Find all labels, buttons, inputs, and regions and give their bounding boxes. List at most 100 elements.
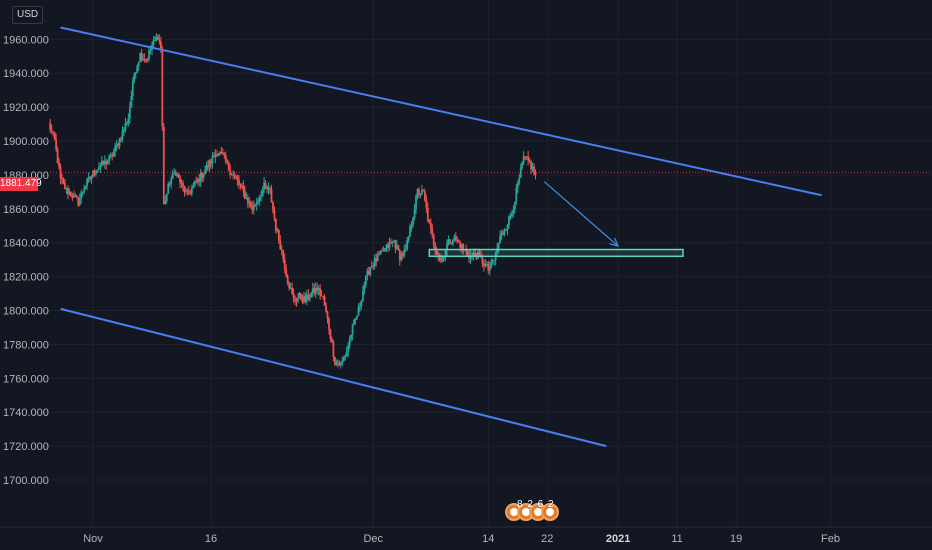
price-tick-label: 1920.000 xyxy=(3,102,49,114)
candle-body xyxy=(398,250,401,261)
candle-body xyxy=(482,263,485,267)
price-tick-label: 1700.000 xyxy=(3,475,49,487)
candle-body xyxy=(140,53,143,61)
price-tick-label: 1820.000 xyxy=(3,272,49,284)
currency-badge[interactable]: USD xyxy=(12,6,44,24)
calendar-event-icon[interactable] xyxy=(541,503,559,521)
candle-body xyxy=(167,183,170,194)
candle-body xyxy=(434,244,437,251)
candle-body xyxy=(130,95,133,108)
candle-body xyxy=(289,287,292,289)
candle-body xyxy=(207,165,209,168)
candle-body xyxy=(133,73,136,81)
candle-body xyxy=(362,291,364,301)
candle-body xyxy=(263,182,265,190)
candle-body xyxy=(465,250,468,252)
candle-body xyxy=(453,236,456,240)
candle-body xyxy=(513,202,516,210)
candle-body xyxy=(87,177,90,180)
event-counts: 8 2 6 2 xyxy=(517,499,555,510)
candle-body xyxy=(397,245,400,251)
candle-body xyxy=(280,249,283,251)
candle-body xyxy=(373,258,376,266)
candle-body xyxy=(481,257,484,264)
candle-body xyxy=(149,49,152,51)
time-axis[interactable]: Nov 16 Dec 14 22 2021 11 19 Feb xyxy=(0,526,932,545)
price-tick-label: 1780.000 xyxy=(3,339,49,351)
candle-body xyxy=(143,58,146,61)
candle-body xyxy=(174,173,177,176)
candle-body xyxy=(335,362,338,365)
candle-body xyxy=(394,240,397,249)
candle-body xyxy=(61,178,63,180)
candle-body xyxy=(93,170,96,175)
candle-body xyxy=(89,177,91,180)
candle-body xyxy=(531,166,534,170)
candle-body xyxy=(226,161,229,163)
candle-body xyxy=(336,362,339,364)
candle-body xyxy=(205,165,208,171)
candle-body xyxy=(272,202,274,210)
candle-body xyxy=(218,151,221,154)
candle-body xyxy=(180,182,183,184)
candle-body xyxy=(170,179,173,185)
candle-body xyxy=(459,242,462,249)
lower-trendline xyxy=(60,307,607,448)
drawing-layer[interactable] xyxy=(44,26,932,448)
candle-body xyxy=(148,50,150,59)
candle-body xyxy=(295,300,298,302)
time-tick-label: 2021 xyxy=(606,533,630,545)
candle-body xyxy=(509,215,512,217)
candle-body xyxy=(499,235,501,244)
candle-body xyxy=(92,170,94,177)
candle-body xyxy=(246,198,249,204)
candle-body xyxy=(298,293,301,299)
candle-body xyxy=(490,260,493,268)
price-tick-label: 1740.000 xyxy=(3,407,49,419)
candle-body xyxy=(485,264,488,266)
candle-body xyxy=(294,298,296,301)
candle-body xyxy=(238,180,240,185)
candle-body xyxy=(155,36,158,41)
candle-body xyxy=(450,243,453,245)
candle-body xyxy=(322,295,324,297)
time-tick-label: 14 xyxy=(482,533,494,545)
candle-body xyxy=(117,144,119,147)
candle-body xyxy=(173,173,176,175)
candle-body xyxy=(59,167,62,179)
candle-body xyxy=(286,275,289,284)
candle-body xyxy=(323,296,326,306)
candle-body xyxy=(58,163,60,168)
candle-body xyxy=(217,153,220,156)
candle-body xyxy=(338,363,341,366)
time-tick-label: 11 xyxy=(671,533,682,545)
candle-body xyxy=(415,196,417,210)
candle-body xyxy=(105,160,108,165)
candle-body xyxy=(198,178,201,182)
candle-body xyxy=(387,244,389,248)
candle-body xyxy=(96,169,99,173)
candle-body xyxy=(55,139,58,150)
candle-body xyxy=(379,250,382,255)
candle-body xyxy=(385,244,388,249)
candle-body xyxy=(146,58,149,61)
candle-body xyxy=(384,248,386,252)
last-price-label: 1881.479 xyxy=(0,177,42,191)
candle-body xyxy=(360,300,363,306)
candle-body xyxy=(292,293,295,299)
candle-body xyxy=(275,218,277,231)
candle-body xyxy=(528,160,531,162)
price-tick-label: 1720.000 xyxy=(3,441,49,453)
candle-body xyxy=(242,186,245,192)
candle-body xyxy=(65,187,68,190)
candle-body xyxy=(519,167,522,178)
candle-body xyxy=(75,195,78,198)
candle-body xyxy=(328,318,330,330)
candle-body xyxy=(74,194,77,196)
economic-events[interactable] xyxy=(505,500,559,524)
candle-body xyxy=(202,174,205,178)
candle-body xyxy=(137,62,140,67)
candle-body xyxy=(264,182,267,187)
candle-body xyxy=(350,335,353,339)
